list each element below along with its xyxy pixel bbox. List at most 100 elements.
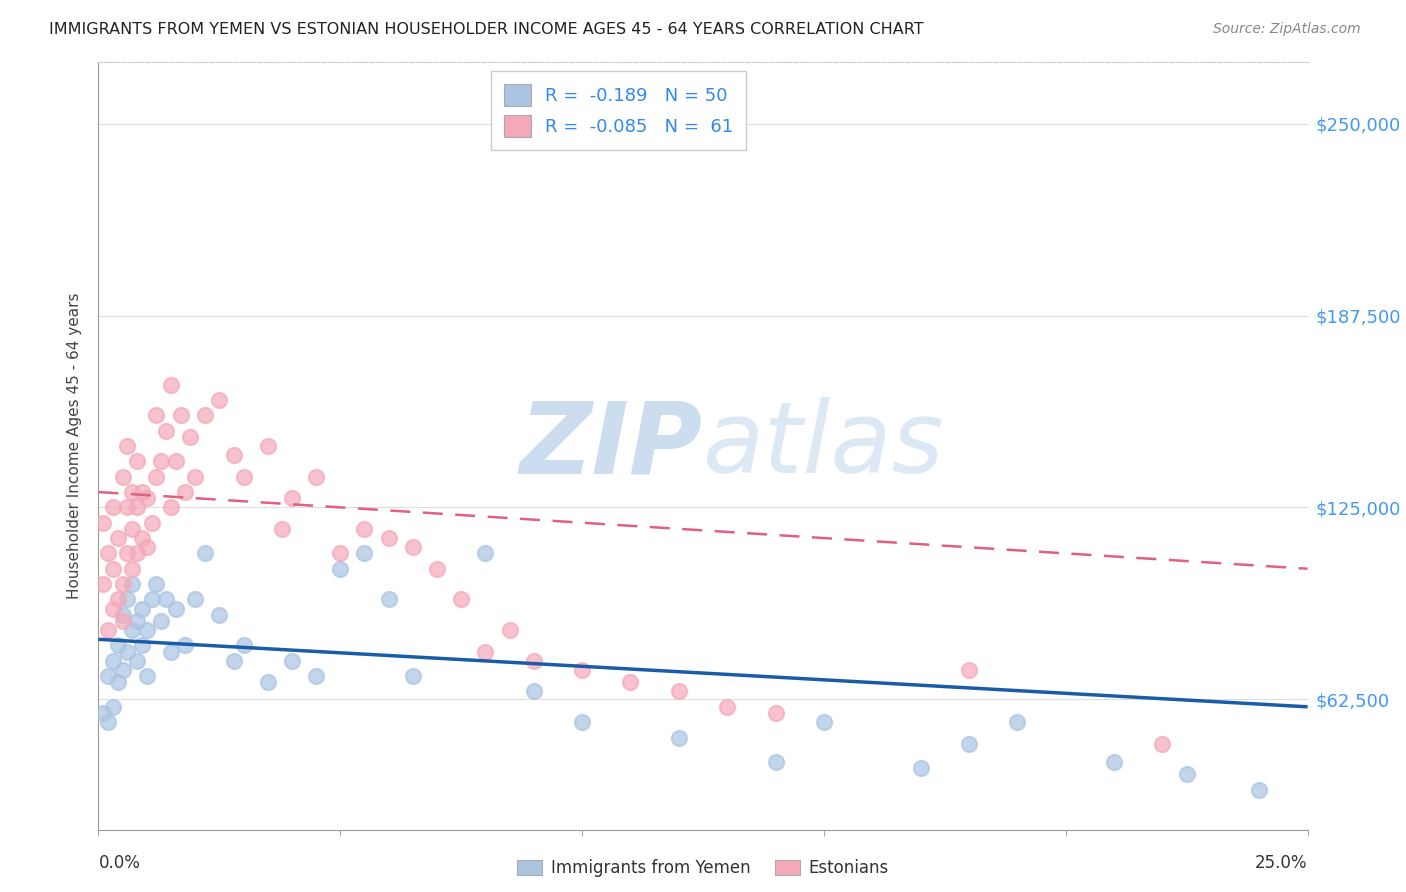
Point [1007,715,1029,730]
Point [281,491,304,505]
Point [184,469,207,483]
Point [111,607,134,622]
Text: Source: ZipAtlas.com: Source: ZipAtlas.com [1213,22,1361,37]
Point [107,592,129,607]
Point [668,684,690,698]
Point [141,592,163,607]
Point [184,592,207,607]
Point [121,577,143,591]
Point [127,546,149,560]
Point [305,469,328,483]
Point [523,684,546,698]
Point [1249,782,1271,797]
Point [107,639,129,653]
Legend: Immigrants from Yemen, Estonians: Immigrants from Yemen, Estonians [510,853,896,884]
Point [208,392,231,407]
Point [716,699,738,714]
Point [169,409,191,423]
Point [174,639,197,653]
Point [117,592,139,607]
Point [127,500,149,515]
Point [474,546,496,560]
Point [194,409,217,423]
Point [135,491,157,505]
Point [165,601,187,615]
Point [101,654,124,668]
Point [145,469,167,483]
Point [145,409,167,423]
Y-axis label: Householder Income Ages 45 - 64 years: Householder Income Ages 45 - 64 years [67,293,83,599]
Point [131,601,153,615]
Point [271,522,294,536]
Point [150,454,173,468]
Point [111,663,134,677]
Point [208,607,231,622]
Point [91,706,114,720]
Point [107,531,129,545]
Point [155,592,177,607]
Point [117,546,139,560]
Point [91,577,114,591]
Point [450,592,472,607]
Point [97,623,120,637]
Point [135,623,157,637]
Point [377,592,399,607]
Point [232,469,254,483]
Point [97,669,120,683]
Point [111,614,134,628]
Point [141,516,163,530]
Point [107,675,129,690]
Point [402,541,425,555]
Point [97,546,120,560]
Point [256,675,278,690]
Point [101,699,124,714]
Text: IMMIGRANTS FROM YEMEN VS ESTONIAN HOUSEHOLDER INCOME AGES 45 - 64 YEARS CORRELAT: IMMIGRANTS FROM YEMEN VS ESTONIAN HOUSEH… [49,22,924,37]
Text: 0.0%: 0.0% [98,855,141,872]
Point [174,485,197,500]
Point [101,601,124,615]
Point [111,577,134,591]
Point [117,500,139,515]
Point [498,623,520,637]
Point [305,669,328,683]
Point [523,654,546,668]
Point [353,546,375,560]
Point [813,715,835,730]
Point [121,623,143,637]
Point [111,469,134,483]
Point [121,522,143,536]
Point [232,639,254,653]
Point [97,715,120,730]
Point [101,562,124,576]
Point [127,654,149,668]
Point [179,430,201,444]
Point [155,424,177,438]
Point [127,614,149,628]
Point [619,675,641,690]
Point [194,546,217,560]
Point [910,761,932,775]
Point [957,663,980,677]
Point [127,454,149,468]
Point [160,377,183,392]
Point [222,654,245,668]
Point [131,485,153,500]
Text: atlas: atlas [703,398,945,494]
Point [765,755,787,769]
Point [571,715,593,730]
Point [121,485,143,500]
Point [121,562,143,576]
Point [1152,737,1174,751]
Point [668,731,690,745]
Point [353,522,375,536]
Point [131,639,153,653]
Point [377,531,399,545]
Text: ZIP: ZIP [520,398,703,494]
Point [131,531,153,545]
Point [281,654,304,668]
Point [135,541,157,555]
Point [160,500,183,515]
Point [256,439,278,453]
Point [1102,755,1125,769]
Point [957,737,980,751]
